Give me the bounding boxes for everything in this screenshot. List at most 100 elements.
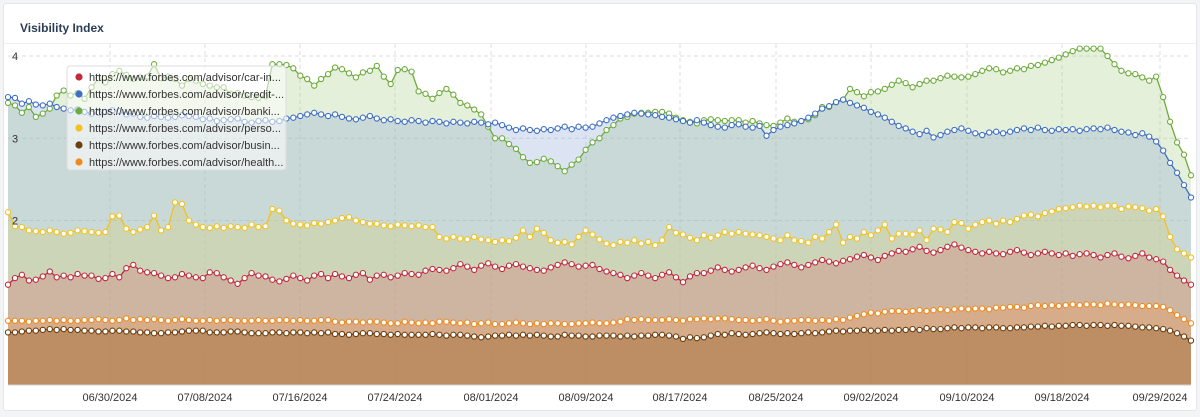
data-point bbox=[311, 329, 318, 336]
data-point bbox=[478, 334, 485, 341]
data-point bbox=[199, 274, 206, 282]
data-point bbox=[1139, 205, 1146, 212]
data-point bbox=[60, 325, 67, 333]
data-point bbox=[192, 317, 200, 324]
data-point bbox=[951, 324, 958, 331]
data-point bbox=[262, 223, 269, 230]
data-point bbox=[519, 331, 527, 338]
data-point bbox=[464, 319, 471, 326]
data-point bbox=[986, 306, 993, 313]
legend-marker bbox=[75, 158, 83, 166]
data-point bbox=[74, 227, 81, 234]
data-point bbox=[540, 126, 547, 133]
data-point bbox=[1027, 62, 1035, 70]
data-point bbox=[206, 329, 213, 336]
data-point bbox=[700, 334, 708, 341]
data-point bbox=[505, 331, 513, 338]
data-point bbox=[18, 271, 26, 278]
data-point bbox=[714, 117, 721, 124]
data-point bbox=[951, 73, 958, 80]
data-point bbox=[157, 272, 165, 279]
data-point bbox=[631, 333, 638, 340]
data-point bbox=[909, 84, 916, 91]
data-point bbox=[422, 267, 429, 274]
data-point bbox=[603, 117, 610, 124]
data-point bbox=[324, 218, 332, 226]
data-point bbox=[199, 327, 206, 334]
data-point bbox=[457, 99, 464, 107]
data-point bbox=[645, 316, 652, 324]
data-point bbox=[624, 316, 631, 323]
data-point bbox=[1146, 207, 1153, 214]
data-point bbox=[1097, 254, 1104, 261]
data-point bbox=[1125, 203, 1132, 210]
data-point bbox=[728, 316, 735, 323]
data-point bbox=[742, 123, 749, 130]
data-point bbox=[1013, 246, 1021, 254]
data-point bbox=[269, 276, 276, 283]
data-point bbox=[1006, 325, 1014, 332]
data-point bbox=[860, 228, 868, 236]
x-tick-label: 08/25/2024 bbox=[748, 392, 803, 404]
legend-box bbox=[66, 65, 287, 171]
data-point bbox=[1006, 218, 1014, 226]
data-point bbox=[206, 269, 213, 276]
data-point bbox=[478, 320, 485, 327]
data-point bbox=[457, 235, 464, 242]
data-point bbox=[380, 319, 387, 326]
data-point bbox=[338, 214, 346, 222]
data-point bbox=[979, 325, 986, 332]
data-point bbox=[1180, 316, 1188, 323]
data-point bbox=[721, 124, 728, 131]
data-point bbox=[937, 246, 944, 254]
data-point bbox=[1180, 333, 1188, 340]
data-point bbox=[923, 237, 930, 244]
data-point bbox=[331, 270, 339, 278]
data-point bbox=[951, 241, 958, 248]
data-point bbox=[234, 317, 241, 324]
data-point bbox=[457, 320, 464, 327]
data-point bbox=[234, 280, 241, 287]
data-point bbox=[881, 326, 888, 334]
data-point bbox=[1160, 93, 1167, 101]
data-point bbox=[60, 230, 67, 237]
data-point bbox=[1104, 124, 1111, 131]
data-point bbox=[749, 317, 756, 324]
data-point bbox=[1187, 337, 1195, 344]
data-point bbox=[331, 217, 339, 224]
data-point bbox=[297, 72, 304, 79]
data-point bbox=[1006, 248, 1014, 255]
data-point bbox=[951, 218, 958, 226]
data-point bbox=[1055, 205, 1062, 213]
data-point bbox=[1180, 151, 1188, 158]
data-point bbox=[39, 102, 46, 109]
data-point bbox=[422, 223, 429, 231]
data-point bbox=[1118, 302, 1125, 309]
data-point bbox=[930, 325, 937, 333]
data-point bbox=[1153, 73, 1160, 80]
data-point bbox=[1153, 256, 1160, 263]
data-point bbox=[846, 233, 854, 241]
data-point bbox=[1118, 205, 1125, 213]
data-point bbox=[979, 218, 986, 226]
data-point bbox=[213, 223, 220, 230]
data-point bbox=[1160, 325, 1167, 333]
data-point bbox=[1076, 45, 1083, 52]
data-point bbox=[150, 316, 158, 323]
data-point bbox=[213, 329, 220, 336]
data-point bbox=[1146, 254, 1153, 261]
data-point bbox=[498, 265, 506, 273]
data-point bbox=[665, 316, 673, 323]
data-point bbox=[561, 320, 568, 328]
data-point bbox=[380, 117, 387, 124]
data-point bbox=[707, 121, 714, 129]
data-point bbox=[373, 62, 380, 70]
data-point bbox=[652, 316, 659, 324]
data-point bbox=[269, 317, 276, 324]
data-point bbox=[401, 118, 408, 125]
data-point bbox=[658, 108, 666, 116]
legend-entry: https://www.forbes.com/advisor/banki... bbox=[89, 106, 280, 118]
data-point bbox=[53, 103, 60, 111]
data-point bbox=[331, 64, 339, 71]
data-point bbox=[248, 221, 255, 228]
